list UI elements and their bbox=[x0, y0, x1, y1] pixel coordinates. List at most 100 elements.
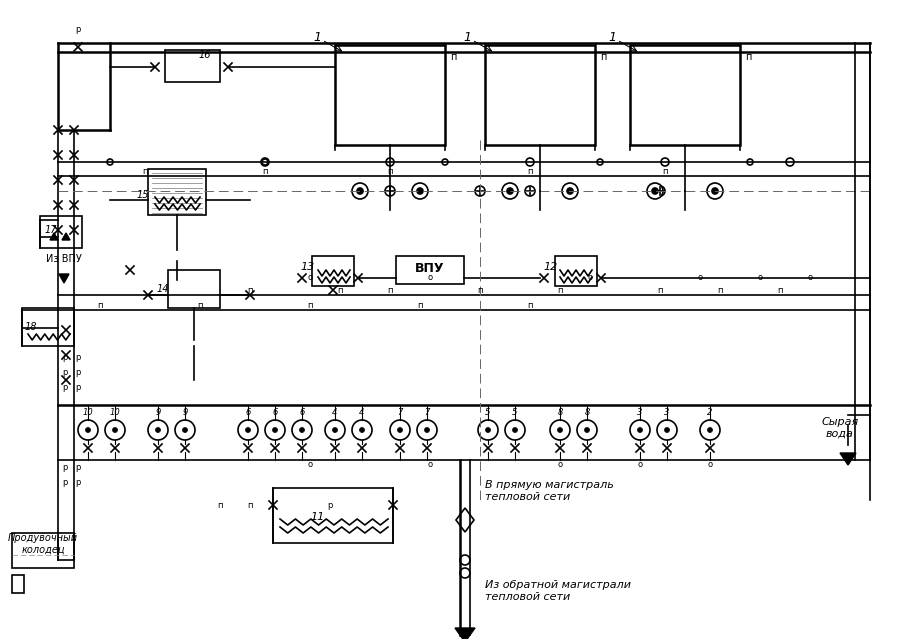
Circle shape bbox=[389, 420, 410, 440]
Text: р: р bbox=[62, 463, 68, 472]
Bar bbox=[12, 575, 24, 593]
Text: о: о bbox=[427, 273, 432, 282]
Text: р: р bbox=[75, 463, 80, 472]
Text: п: п bbox=[777, 286, 782, 295]
Text: п: п bbox=[247, 501, 253, 510]
Circle shape bbox=[660, 158, 668, 166]
Bar bbox=[273, 488, 393, 543]
Text: 1: 1 bbox=[312, 31, 321, 43]
Bar bbox=[629, 45, 740, 145]
Circle shape bbox=[655, 186, 665, 196]
Circle shape bbox=[148, 420, 168, 440]
Bar bbox=[168, 270, 219, 308]
Text: 7: 7 bbox=[424, 408, 429, 417]
Circle shape bbox=[416, 188, 423, 194]
Text: р: р bbox=[62, 383, 68, 392]
Text: о: о bbox=[806, 273, 812, 282]
Bar bbox=[12, 533, 74, 568]
Circle shape bbox=[699, 420, 719, 440]
Bar bbox=[312, 256, 354, 286]
Circle shape bbox=[385, 186, 395, 196]
Text: о: о bbox=[637, 460, 642, 469]
Circle shape bbox=[325, 420, 345, 440]
Text: р: р bbox=[327, 501, 332, 510]
Circle shape bbox=[351, 183, 368, 199]
Text: п: п bbox=[526, 301, 532, 310]
Circle shape bbox=[707, 427, 712, 433]
Circle shape bbox=[474, 186, 485, 196]
Text: п: п bbox=[744, 52, 750, 62]
Circle shape bbox=[596, 159, 602, 165]
Text: ВПУ: ВПУ bbox=[414, 262, 444, 275]
Text: Из ВПУ: Из ВПУ bbox=[46, 254, 82, 264]
Circle shape bbox=[785, 158, 793, 166]
Text: 3: 3 bbox=[664, 408, 669, 417]
Circle shape bbox=[562, 183, 577, 199]
Text: п: п bbox=[450, 52, 456, 62]
Circle shape bbox=[501, 183, 517, 199]
Circle shape bbox=[386, 158, 394, 166]
Text: 5: 5 bbox=[485, 408, 490, 417]
Text: п: п bbox=[716, 286, 722, 295]
Text: о: о bbox=[757, 273, 762, 282]
Text: п: п bbox=[656, 286, 662, 295]
Circle shape bbox=[478, 420, 498, 440]
Circle shape bbox=[105, 420, 125, 440]
Text: 11: 11 bbox=[311, 512, 325, 522]
Text: п: п bbox=[217, 501, 222, 510]
Circle shape bbox=[512, 427, 517, 433]
Text: 4: 4 bbox=[358, 408, 364, 417]
Text: п: п bbox=[556, 286, 563, 295]
Circle shape bbox=[525, 186, 535, 196]
Text: 7: 7 bbox=[397, 408, 402, 417]
Text: п: п bbox=[662, 167, 667, 176]
Text: р: р bbox=[75, 25, 80, 34]
Bar bbox=[165, 50, 219, 82]
Text: 10: 10 bbox=[82, 408, 93, 417]
Text: о: о bbox=[307, 273, 312, 282]
Circle shape bbox=[351, 420, 372, 440]
Text: 13: 13 bbox=[301, 262, 315, 272]
Circle shape bbox=[576, 420, 596, 440]
Bar bbox=[396, 256, 463, 284]
Text: В прямую магистраль
тепловой сети: В прямую магистраль тепловой сети bbox=[485, 481, 613, 502]
Text: п: п bbox=[600, 52, 606, 62]
Circle shape bbox=[664, 427, 669, 433]
Text: о: о bbox=[697, 273, 702, 282]
Text: 6: 6 bbox=[245, 408, 250, 417]
Text: 4: 4 bbox=[332, 408, 338, 417]
Text: 12: 12 bbox=[544, 262, 557, 272]
Text: 15: 15 bbox=[136, 190, 149, 200]
Text: п: п bbox=[307, 301, 312, 310]
Bar bbox=[485, 45, 594, 145]
Bar bbox=[335, 45, 444, 145]
Circle shape bbox=[237, 420, 257, 440]
Text: 8: 8 bbox=[556, 408, 562, 417]
Text: р: р bbox=[75, 478, 80, 487]
Circle shape bbox=[262, 159, 267, 165]
Polygon shape bbox=[59, 274, 69, 283]
Circle shape bbox=[746, 159, 752, 165]
Text: п: п bbox=[386, 167, 392, 176]
Text: о: о bbox=[427, 460, 432, 469]
Text: р: р bbox=[75, 353, 80, 362]
Circle shape bbox=[107, 159, 113, 165]
Circle shape bbox=[292, 420, 312, 440]
Text: 1: 1 bbox=[462, 31, 470, 43]
Circle shape bbox=[647, 183, 662, 199]
Text: п: п bbox=[417, 301, 423, 310]
Text: р: р bbox=[62, 478, 68, 487]
Text: р: р bbox=[75, 383, 80, 392]
Text: 6: 6 bbox=[272, 408, 277, 417]
Text: п: п bbox=[262, 167, 267, 176]
Text: п: п bbox=[526, 167, 532, 176]
Circle shape bbox=[112, 427, 117, 433]
Circle shape bbox=[557, 427, 562, 433]
Polygon shape bbox=[50, 233, 58, 240]
Text: Продувочный
колодец: Продувочный колодец bbox=[8, 534, 78, 555]
Polygon shape bbox=[839, 453, 855, 465]
Circle shape bbox=[78, 420, 98, 440]
Text: п: п bbox=[247, 286, 253, 295]
Text: 18: 18 bbox=[24, 322, 37, 332]
Circle shape bbox=[359, 427, 364, 433]
